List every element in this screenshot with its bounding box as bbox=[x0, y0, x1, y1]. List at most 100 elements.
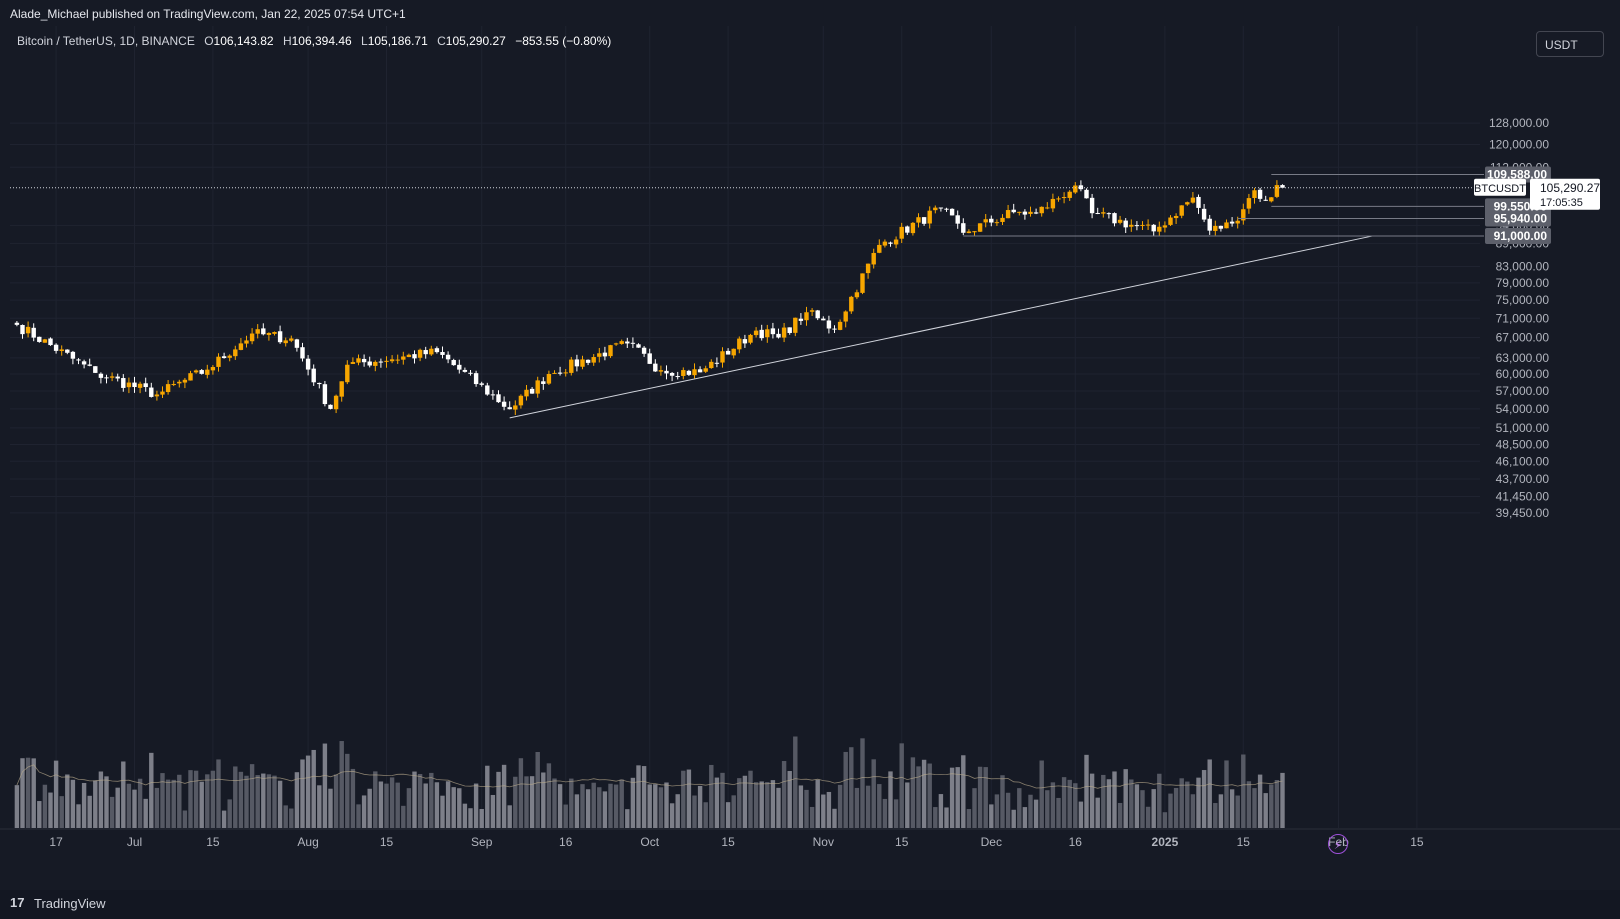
candle-body bbox=[781, 327, 787, 338]
candle-body bbox=[1117, 219, 1123, 223]
candle-body bbox=[406, 354, 412, 358]
volume-bar bbox=[697, 785, 703, 828]
volume-bar bbox=[1033, 799, 1039, 828]
candle-body bbox=[165, 384, 171, 393]
volume-bar bbox=[378, 781, 384, 828]
candle-body bbox=[563, 372, 568, 374]
volume-bar bbox=[1201, 770, 1207, 828]
currency-selector[interactable]: USDT bbox=[1536, 31, 1604, 57]
volume-bar bbox=[1173, 787, 1179, 828]
price-axis[interactable]: 128,000.00120,000.00112,000.0094,000.008… bbox=[1474, 116, 1600, 520]
candle-body bbox=[669, 372, 675, 376]
candle-body bbox=[1207, 218, 1212, 231]
candle-body bbox=[518, 395, 524, 406]
candle-body bbox=[927, 210, 932, 224]
trendline bbox=[509, 235, 1373, 419]
candle-body bbox=[210, 367, 216, 371]
volume-bar bbox=[888, 771, 893, 828]
volume-bar bbox=[1056, 797, 1061, 828]
price-tick-label: 71,000.00 bbox=[1496, 311, 1550, 325]
candle-body bbox=[473, 373, 479, 385]
candle-body bbox=[199, 370, 204, 374]
volume-bar bbox=[283, 805, 288, 828]
candle-body bbox=[742, 339, 748, 344]
volume-bar bbox=[1269, 784, 1274, 828]
volume-bar bbox=[1274, 779, 1280, 828]
volume-bar bbox=[137, 778, 143, 828]
volume-bar bbox=[48, 792, 53, 828]
volume-bar bbox=[373, 771, 378, 828]
candle-body bbox=[557, 372, 563, 374]
candle-body bbox=[333, 395, 339, 410]
lightning-icon[interactable]: ⚡ bbox=[1328, 834, 1348, 854]
candle-body bbox=[48, 338, 53, 346]
volume-bar bbox=[1045, 790, 1050, 828]
candle-body bbox=[154, 394, 160, 397]
candle-body bbox=[373, 361, 378, 366]
candle-body bbox=[529, 388, 535, 394]
candle-body bbox=[664, 370, 669, 374]
candle-body bbox=[277, 331, 283, 343]
tradingview-logo-icon: 17 bbox=[10, 895, 25, 910]
volume-bar bbox=[524, 776, 529, 828]
candle-body bbox=[1039, 206, 1044, 214]
volume-bar bbox=[513, 776, 518, 828]
candle-body bbox=[417, 349, 423, 358]
price-tick-label: 43,700.00 bbox=[1496, 472, 1550, 486]
volume-bar bbox=[658, 787, 664, 828]
candle-body bbox=[815, 310, 820, 319]
volume-bar bbox=[591, 782, 596, 828]
candle-body bbox=[1140, 224, 1145, 226]
volume-bar bbox=[625, 809, 630, 828]
candle-body bbox=[412, 354, 417, 359]
candle-body bbox=[882, 241, 888, 246]
volume-bar bbox=[994, 794, 1000, 828]
candle-body bbox=[765, 329, 770, 338]
volume-bar bbox=[921, 759, 927, 828]
volume-bar bbox=[468, 808, 473, 828]
volume-bar bbox=[345, 753, 350, 828]
volume-bar bbox=[944, 807, 949, 828]
volume-bar bbox=[837, 784, 843, 828]
candle-body bbox=[294, 339, 300, 348]
candle-body bbox=[115, 376, 120, 379]
volume-bar bbox=[1162, 812, 1168, 828]
candle-body bbox=[630, 342, 636, 344]
candle-body bbox=[798, 318, 804, 321]
candle-body bbox=[384, 360, 389, 362]
volume-bar bbox=[227, 799, 232, 828]
volume-bar bbox=[1039, 760, 1044, 828]
volume-bar bbox=[182, 810, 188, 828]
candle-body bbox=[949, 208, 955, 216]
volume-bar bbox=[42, 784, 48, 828]
volume-bar bbox=[1263, 793, 1268, 828]
volume-bar bbox=[541, 772, 546, 828]
volume-bar bbox=[1011, 809, 1016, 828]
volume-bar bbox=[93, 780, 98, 828]
volume-bar bbox=[832, 808, 837, 828]
volume-bar bbox=[1179, 778, 1184, 828]
candle-body bbox=[1224, 222, 1229, 229]
candle-body bbox=[692, 369, 697, 376]
time-tick-label: Sep bbox=[471, 835, 493, 849]
candle-body bbox=[753, 330, 759, 336]
volume-bar bbox=[445, 781, 451, 828]
candle-body bbox=[177, 381, 182, 384]
volume-bar bbox=[737, 778, 742, 828]
candle-body bbox=[1005, 210, 1011, 219]
volume-bar bbox=[210, 770, 216, 828]
candle-body bbox=[821, 318, 826, 321]
price-tick-label: 67,000.00 bbox=[1496, 330, 1550, 344]
time-axis[interactable]: 17 Jul 15 Aug 15 Sep 16 Oct 15 Nov 15 Dec 16 2025 15 Fe… bbox=[49, 835, 1423, 849]
candle-body bbox=[1274, 185, 1280, 197]
symbol-name[interactable]: Bitcoin / TetherUS, 1D, BINANCE bbox=[17, 34, 195, 48]
volume-bar bbox=[462, 803, 468, 828]
volume-bar bbox=[87, 795, 92, 828]
time-tick-label: 16 bbox=[1069, 835, 1083, 849]
volume-bar bbox=[361, 795, 367, 828]
candle-body bbox=[681, 370, 686, 376]
candle-body bbox=[1241, 209, 1246, 221]
candle-body bbox=[569, 359, 574, 373]
candle-body bbox=[339, 381, 344, 397]
